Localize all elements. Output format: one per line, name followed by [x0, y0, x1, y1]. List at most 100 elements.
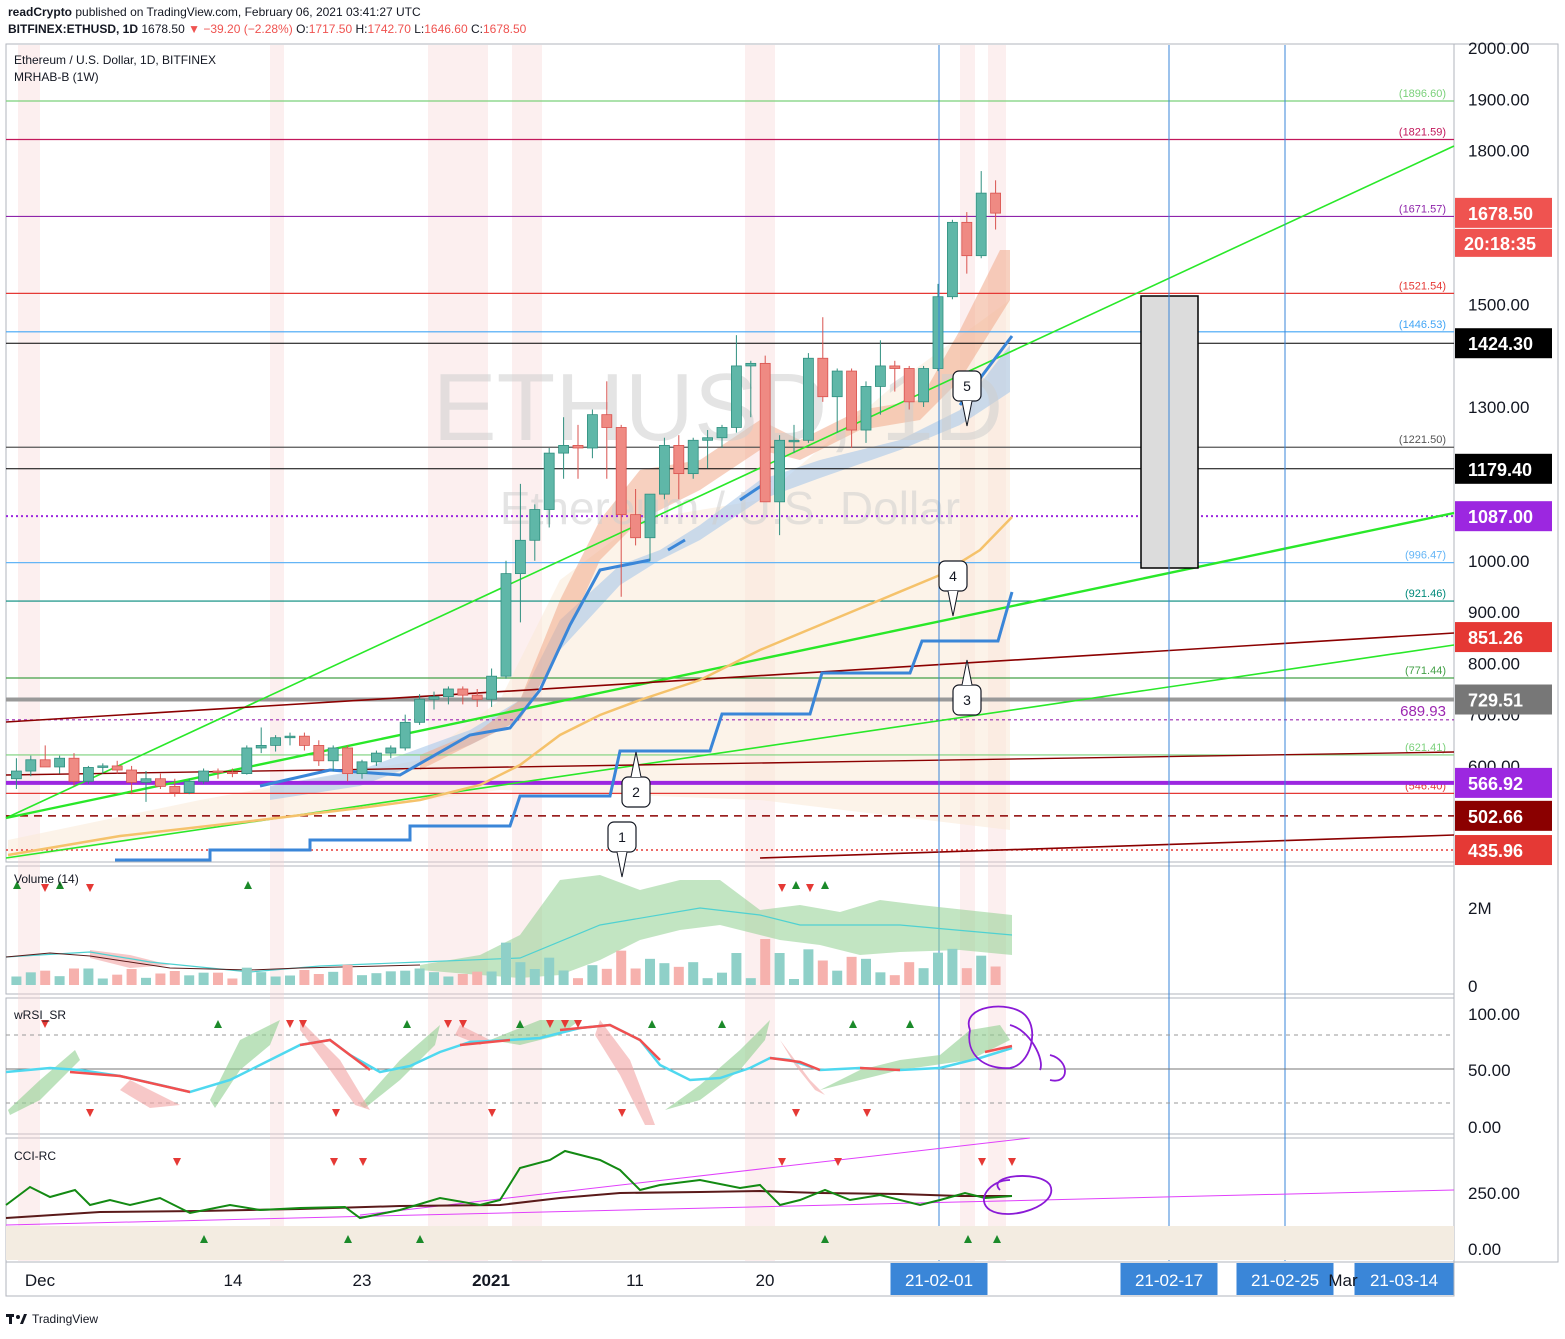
wrsi-line	[769, 1056, 821, 1072]
candle-body	[471, 694, 483, 700]
volume-bar	[659, 963, 670, 985]
symbol-label: BITFINEX:ETHUSD, 1D	[8, 22, 139, 36]
candle-body	[889, 365, 901, 369]
volume-bar	[54, 976, 65, 985]
volume-bar	[184, 975, 195, 985]
volume-bar	[832, 970, 843, 985]
background-shading	[8, 45, 1010, 1261]
up-arrow-icon	[56, 881, 64, 889]
candle-body	[284, 735, 296, 739]
wrsi-line	[859, 1066, 901, 1072]
price-badge	[1455, 800, 1552, 831]
legend-title[interactable]: Ethereum / U.S. Dollar, 1D, BITFINEX	[14, 53, 216, 67]
publisher-name[interactable]: readCrypto	[8, 5, 73, 19]
axis-labels: 2000.001900.001800.001500.001300.001000.…	[25, 39, 1552, 1295]
volume-legend[interactable]: Volume (14)	[14, 872, 79, 886]
volume-bar	[97, 978, 108, 985]
candle-body	[831, 370, 843, 398]
candle-body	[442, 688, 454, 698]
footer-brand: TradingView	[32, 1312, 99, 1326]
volume-bar	[587, 965, 598, 985]
low-value: 1646.60	[424, 22, 468, 36]
up-arrow-icon	[993, 1235, 1001, 1243]
candle-body	[97, 765, 109, 768]
volume-bar	[702, 978, 713, 985]
countdown-badge	[1455, 228, 1552, 257]
price-badge	[1455, 197, 1552, 228]
up-arrow-icon	[344, 1235, 352, 1243]
volume-bar	[933, 952, 943, 985]
candle-body	[313, 745, 325, 762]
published-text: published on TradingView.com, February 0…	[75, 5, 421, 19]
up-arrow-icon	[244, 881, 252, 889]
candle-body	[759, 362, 771, 503]
volume-bar	[126, 969, 137, 985]
candle-body	[198, 770, 210, 782]
volume-bar	[717, 972, 727, 985]
wave-label: 2	[632, 784, 640, 800]
cci-legend[interactable]: CCI-RC	[14, 1149, 56, 1163]
volume-tick: 2M	[1468, 899, 1492, 918]
candle-body	[399, 721, 411, 749]
volume-bar	[328, 971, 339, 985]
candle-body	[774, 439, 785, 503]
down-arrow-icon	[546, 1020, 554, 1028]
wave-label: 1	[618, 829, 626, 845]
volume-bar	[414, 968, 425, 985]
date-marker-text: 21-02-01	[905, 1271, 973, 1290]
cci-tick: 250.00	[1468, 1184, 1520, 1203]
candle-body	[716, 427, 728, 439]
price-badge-text: 729.51	[1468, 691, 1523, 711]
volume-bar	[169, 971, 180, 985]
price-badge	[1455, 328, 1552, 359]
wrsi-legend[interactable]: wRSI_SR	[13, 1008, 66, 1022]
up-arrow-icon	[821, 881, 829, 889]
level-label: (996.47)	[1405, 550, 1446, 562]
date-marker-text: 21-03-14	[1370, 1271, 1438, 1290]
time-tick: Mar	[1328, 1271, 1358, 1290]
time-tick: 14	[224, 1271, 243, 1290]
volume-bar	[342, 964, 353, 985]
volume-tick: 0	[1468, 977, 1477, 996]
cci-trendline	[359, 1137, 1031, 1216]
candle-body	[327, 747, 339, 762]
volume-bar	[112, 974, 123, 985]
date-marker-text: 21-02-25	[1251, 1271, 1319, 1290]
level-label: (921.46)	[1405, 588, 1446, 600]
candle-body	[788, 439, 800, 443]
candle-body	[10, 770, 22, 780]
volume-bar	[630, 968, 641, 985]
candle-body	[687, 439, 699, 475]
up-arrow-icon	[718, 1020, 726, 1028]
down-arrow-icon	[444, 1020, 452, 1028]
price-badge-text: 566.92	[1468, 774, 1523, 794]
close-label: C:	[470, 22, 483, 36]
wave-label: 3	[963, 692, 971, 708]
date-marker-badge	[1354, 1263, 1454, 1295]
level-label: (1896.60)	[1399, 88, 1446, 100]
volume-bar	[486, 971, 497, 985]
volume-bar	[817, 960, 828, 985]
volume-bar	[270, 976, 281, 985]
candle-body	[54, 757, 65, 768]
legend-indicator[interactable]: MRHAB-B (1W)	[14, 70, 99, 84]
volume-pane[interactable]	[5, 865, 1455, 995]
up-arrow-icon	[849, 1020, 857, 1028]
chart-canvas[interactable]: ETHUSD, 1D Ethereum / U.S. Dollar (1896.…	[0, 0, 1565, 1310]
volume-bar	[11, 976, 22, 985]
down-arrow-icon: ▼	[188, 22, 200, 36]
wrsi-line	[559, 1023, 661, 1061]
ohlc-line: BITFINEX:ETHUSD, 1D 1678.50 ▼ −39.20 (−2…	[8, 22, 526, 36]
volume-bar	[803, 949, 814, 985]
wave-callout-pointer	[961, 400, 973, 427]
wrsi-tick: 50.00	[1468, 1061, 1511, 1080]
down-arrow-icon	[86, 884, 94, 892]
watermark-symbol: ETHUSD, 1D	[433, 354, 1004, 461]
price-tick: 1300.00	[1468, 398, 1529, 417]
date-marker-badge	[1236, 1263, 1334, 1295]
volume-bar	[889, 975, 900, 985]
volume-bar	[904, 962, 915, 985]
candle-body	[846, 370, 857, 431]
low-label: L:	[414, 22, 425, 36]
down-arrow-icon	[618, 1109, 626, 1117]
